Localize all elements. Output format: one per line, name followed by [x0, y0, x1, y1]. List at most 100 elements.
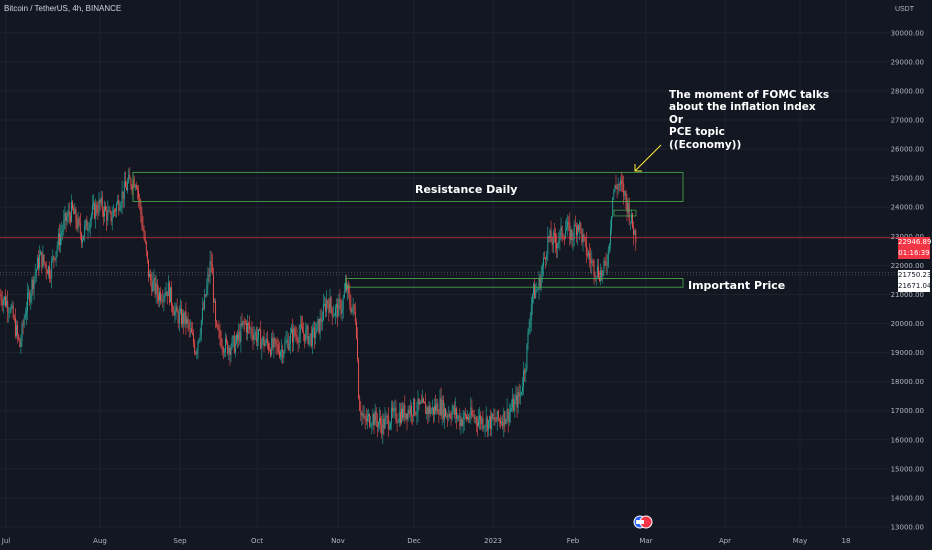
candle-body	[486, 417, 488, 431]
candle-body	[380, 417, 382, 425]
candle-body	[8, 311, 10, 313]
candle-body	[343, 291, 345, 298]
candle-body	[597, 266, 599, 277]
candle-body	[386, 415, 388, 417]
candle-body	[592, 260, 594, 262]
candle-body	[250, 328, 252, 330]
candle-body	[435, 405, 437, 411]
price-tick-label: 24000.00	[891, 204, 924, 212]
candle-body	[515, 395, 517, 400]
candle-body	[133, 179, 135, 188]
candle-body	[538, 277, 540, 290]
current-price-tag: 22946.89 01:16:39	[898, 237, 931, 259]
candle-body	[566, 227, 567, 231]
candle-body	[501, 421, 503, 424]
candle-body	[236, 334, 237, 343]
candle-body	[278, 351, 280, 357]
candle-body	[244, 322, 246, 324]
candle-body	[613, 191, 615, 198]
candle-body	[156, 283, 158, 295]
candle-body	[303, 332, 305, 334]
candle-body	[32, 279, 34, 290]
price-tick-label: 28000.00	[891, 87, 924, 95]
candle-body	[632, 213, 633, 228]
small-zone	[613, 209, 637, 217]
candle-body	[415, 413, 417, 415]
time-tick-label: Mar	[639, 537, 652, 545]
candle-body	[449, 413, 451, 417]
candle-body	[167, 282, 169, 297]
candle-body	[428, 405, 430, 414]
candle-body	[82, 239, 83, 243]
candle-body	[49, 266, 50, 278]
candle-body	[629, 221, 631, 223]
candle-body	[77, 218, 79, 229]
candle-body	[204, 294, 206, 309]
candle-body	[524, 370, 526, 374]
price-tick-label: 23000.00	[891, 233, 924, 241]
candle-body	[350, 304, 352, 313]
candle-body	[265, 338, 267, 343]
candle-body	[369, 414, 371, 427]
candle-body	[588, 252, 589, 256]
candle-body	[141, 213, 143, 226]
candle-body	[430, 410, 432, 414]
candle-body	[41, 251, 43, 268]
candle-body	[460, 418, 462, 426]
candle-body	[112, 209, 114, 218]
candle-body	[190, 328, 192, 333]
candle-body	[533, 284, 534, 295]
candle-body	[505, 419, 507, 425]
candle-body	[288, 343, 290, 350]
candle-body	[267, 343, 269, 350]
candle-body	[310, 333, 312, 347]
candle-body	[234, 342, 236, 353]
candle-body	[448, 413, 450, 418]
candle-body	[205, 294, 207, 296]
candle-body	[417, 398, 419, 413]
candle-body	[560, 226, 562, 232]
candle-body	[306, 326, 308, 330]
candle-body	[470, 407, 472, 419]
candle-body	[216, 321, 218, 326]
candle-body	[126, 187, 127, 191]
candle-body	[351, 308, 353, 313]
candle-body	[528, 327, 530, 333]
candle-body	[280, 352, 281, 357]
candle-body	[199, 334, 201, 339]
candle-body	[239, 332, 241, 342]
time-axis: Jul Aug Sep Oct Nov Dec 2023 Feb Mar Apr May 18	[1, 537, 851, 545]
candle-body	[98, 199, 100, 214]
candle-body	[621, 180, 622, 183]
candle-body	[210, 260, 212, 265]
candle-body	[558, 240, 560, 244]
candle-body	[472, 415, 474, 417]
candle-body	[534, 284, 536, 299]
candle-body	[84, 225, 86, 236]
candle-body	[269, 349, 270, 351]
candle-body	[76, 222, 78, 229]
candle-body	[100, 197, 102, 203]
candle-body	[349, 292, 351, 305]
candle-body	[539, 277, 541, 288]
candle-body	[300, 324, 302, 327]
candle-body	[633, 227, 635, 235]
candle-body	[14, 318, 16, 336]
candle-body	[605, 261, 607, 266]
candle-body	[327, 300, 329, 305]
candle-body	[258, 329, 259, 338]
candle-body	[105, 206, 107, 211]
candle-body	[144, 238, 146, 242]
candle-body	[229, 347, 231, 356]
candle-body	[353, 304, 355, 312]
candle-body	[332, 315, 334, 317]
candle-body	[72, 201, 74, 209]
candle-body	[262, 336, 264, 342]
candle-body	[13, 318, 15, 320]
candle-body	[498, 419, 500, 421]
time-tick-label: Sep	[173, 537, 187, 545]
candle-body	[437, 403, 439, 414]
candle-body	[117, 200, 119, 205]
price-tick-label: 17000.00	[891, 407, 924, 415]
